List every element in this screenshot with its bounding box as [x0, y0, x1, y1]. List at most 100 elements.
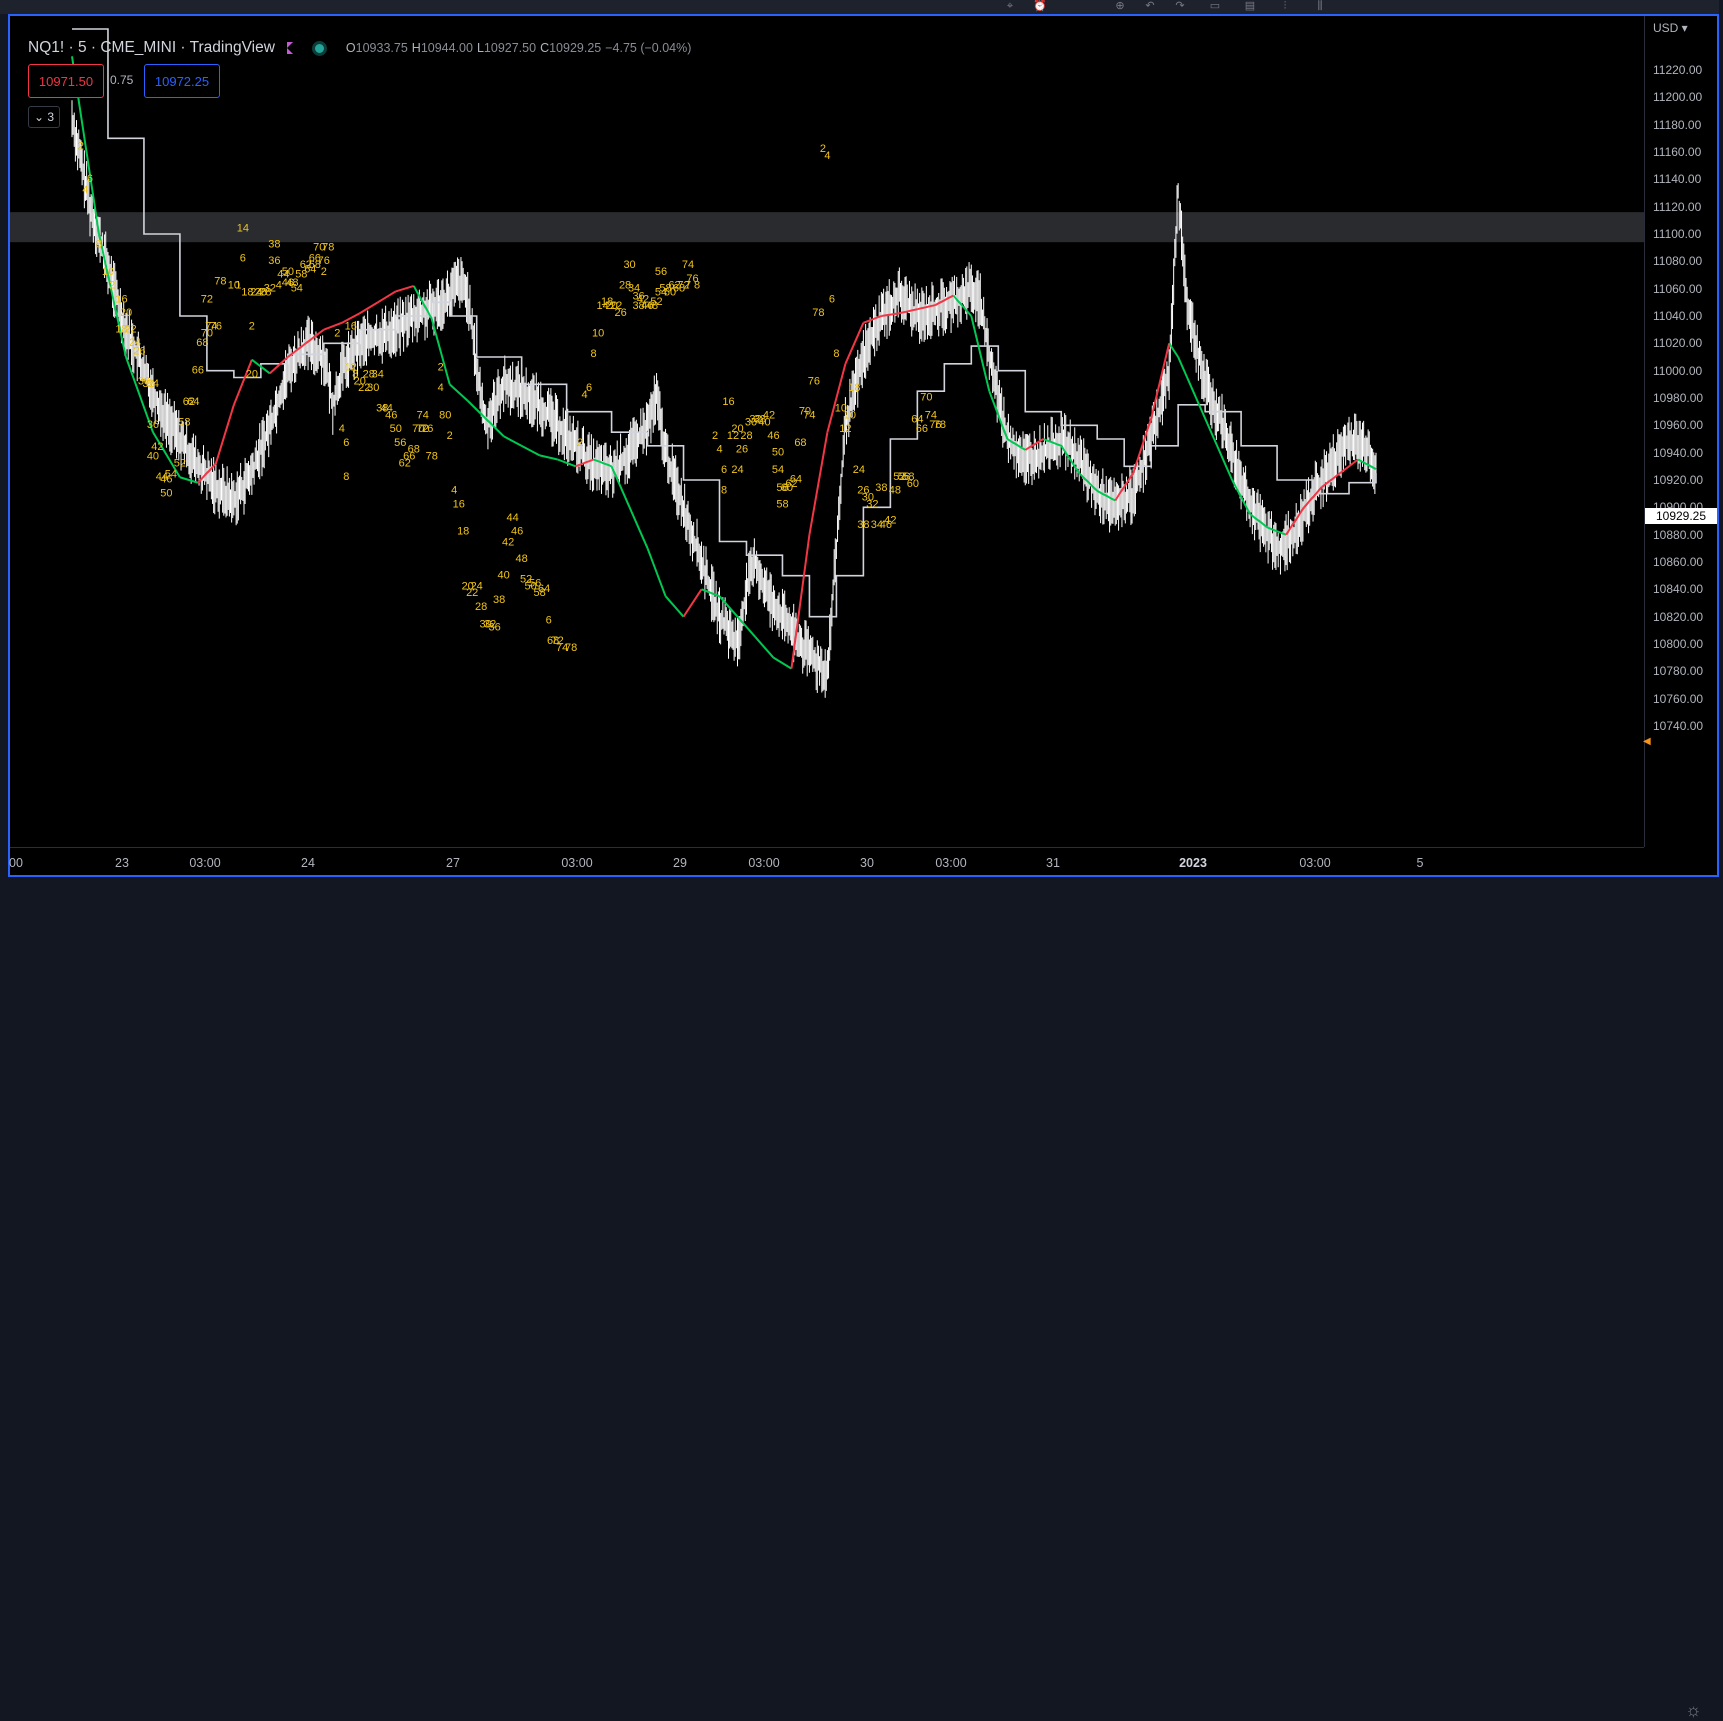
fast-ema-segment: [1357, 458, 1377, 470]
sequence-label: 72: [677, 280, 689, 292]
sequence-label: 40: [147, 451, 159, 463]
price-tick-label: 10840.00: [1653, 582, 1704, 597]
currency-selector[interactable]: USD ▾: [1653, 21, 1688, 35]
fast-ema-segment: [1150, 343, 1171, 419]
sequence-label: 34: [372, 369, 384, 381]
sequence-label: 38: [857, 519, 869, 531]
rectangle-icon[interactable]: ▭: [1209, 0, 1221, 12]
sequence-label: 4: [824, 150, 830, 162]
fast-ema-segment: [287, 342, 307, 358]
sequence-label: 58: [178, 416, 190, 428]
sequence-label: 24: [471, 580, 483, 592]
fast-ema-segment: [952, 294, 973, 317]
redo-icon[interactable]: ↷: [1175, 0, 1185, 12]
time-tick-label: 00: [9, 856, 23, 870]
sequence-label: 10: [844, 410, 856, 422]
sequence-label: 46: [160, 474, 172, 486]
sequence-label: 8: [96, 239, 102, 251]
fast-ema-segment: [1195, 397, 1216, 440]
flag-icon[interactable]: [286, 42, 293, 54]
compare-icon[interactable]: ⊕: [1115, 0, 1125, 12]
sequence-label: 46: [641, 300, 653, 312]
sequence-label: 76: [686, 273, 698, 285]
price-scale[interactable]: USD ▾ 11220.00 11200.00 11180.00 11160.00 11…: [1643, 16, 1717, 847]
sequence-label: 28: [619, 280, 631, 292]
sequence-label: 58: [776, 498, 788, 510]
sequence-label: 4: [438, 382, 444, 394]
fast-ema-segment: [934, 294, 954, 306]
sequence-label: 18: [115, 323, 127, 335]
sequence-label: 74: [417, 410, 429, 422]
sequence-label: 70: [201, 328, 213, 340]
fast-ema-segment: [826, 363, 847, 433]
sequence-label: 2: [321, 266, 327, 278]
sequence-label: 30: [862, 492, 874, 504]
fast-ema-segment: [1168, 342, 1179, 358]
sequence-label: 32: [866, 498, 878, 510]
sequence-label: 42: [502, 537, 514, 549]
fast-ema-segment: [521, 444, 541, 457]
sequence-label: 68: [408, 444, 420, 456]
alert-marker-icon[interactable]: ◀: [1643, 736, 1651, 747]
candles-icon[interactable]: ⫼: [1317, 0, 1323, 12]
sequence-label: 34: [871, 519, 883, 531]
sequence-label: 4: [339, 423, 345, 435]
alert-icon[interactable]: ⏰: [1033, 0, 1047, 12]
indicators-toggle-button[interactable]: ⌄ 3: [28, 106, 60, 128]
bars-icon[interactable]: ⫶: [1283, 0, 1287, 12]
chart-pane[interactable]: 2 4 6 8 10 2 16 20 18 22 24 26 30 32 34 36 42 40 44 46 50 54 5…: [10, 16, 1644, 847]
sequence-label: 32: [484, 619, 496, 631]
settings-gear-icon[interactable]: ☼: [1685, 1700, 1702, 1720]
fast-ema-segment: [628, 506, 649, 549]
sequence-label: 28: [740, 430, 752, 442]
sequence-label: 4: [716, 444, 722, 456]
layout-icon[interactable]: ▤: [1244, 0, 1256, 12]
cursor-icon[interactable]: ⌖: [1006, 0, 1014, 12]
sequence-label: 54: [165, 468, 177, 480]
sequence-label: 14: [596, 300, 608, 312]
sequence-label: 42: [151, 441, 163, 453]
buy-button[interactable]: 10972.25: [144, 64, 220, 98]
sequence-label: 8: [591, 348, 597, 360]
sequence-label: 24: [250, 287, 262, 299]
sequence-label: 24: [853, 464, 865, 476]
fast-ema-segment: [1231, 479, 1251, 515]
fast-ema-segment: [412, 285, 433, 320]
symbol-title[interactable]: NQ1! · 5 · CME_MINI · TradingView: [28, 39, 275, 56]
sequence-label: 76: [210, 321, 222, 333]
sequence-label: 26: [857, 485, 869, 497]
sequence-label: 10: [102, 266, 114, 278]
sequence-label: 46: [385, 410, 397, 422]
sequence-label: 8: [343, 471, 349, 483]
sequence-label: 62: [399, 457, 411, 469]
price-chart[interactable]: 2468102162018222426303234364240444650545…: [10, 16, 1644, 847]
fast-ema-segment: [610, 465, 631, 508]
price-tick-label: 10820.00: [1653, 609, 1704, 624]
price-tick-label: 10800.00: [1653, 637, 1704, 651]
fast-ema-segment: [917, 304, 936, 311]
sequence-label: 38: [376, 403, 388, 415]
undo-icon[interactable]: ↶: [1145, 0, 1155, 12]
time-tick-label: 03:00: [748, 856, 780, 870]
time-scale[interactable]: 00 23 03:00 24 27 03:00 29 03:00 30 03:00 31 2023 03…: [9, 847, 1702, 1720]
fast-ema-segment: [179, 476, 199, 484]
sequence-label: 66: [309, 252, 321, 264]
sequence-label: 20: [462, 580, 474, 592]
fast-ema-segment: [988, 390, 1009, 440]
sequence-label: 44: [507, 512, 519, 524]
fast-ema-segment: [466, 400, 487, 420]
fast-ema-segment: [718, 595, 739, 618]
sequence-label: 18: [601, 296, 613, 308]
sequence-label: 20: [605, 300, 617, 312]
sequence-label: 24: [731, 464, 743, 476]
open-value: 10933.75: [355, 41, 408, 55]
sequence-label: 68: [794, 437, 806, 449]
sequence-label: 70: [313, 241, 325, 253]
fast-ema-segment: [1267, 526, 1287, 536]
market-status-icon[interactable]: [314, 43, 324, 53]
fast-ema-segment: [1249, 513, 1269, 529]
price-tick-label: 10980.00: [1653, 391, 1704, 405]
time-tick-label: 31: [1046, 856, 1060, 870]
sell-button[interactable]: 10971.50: [28, 64, 104, 98]
sequence-label: 52: [174, 457, 186, 469]
